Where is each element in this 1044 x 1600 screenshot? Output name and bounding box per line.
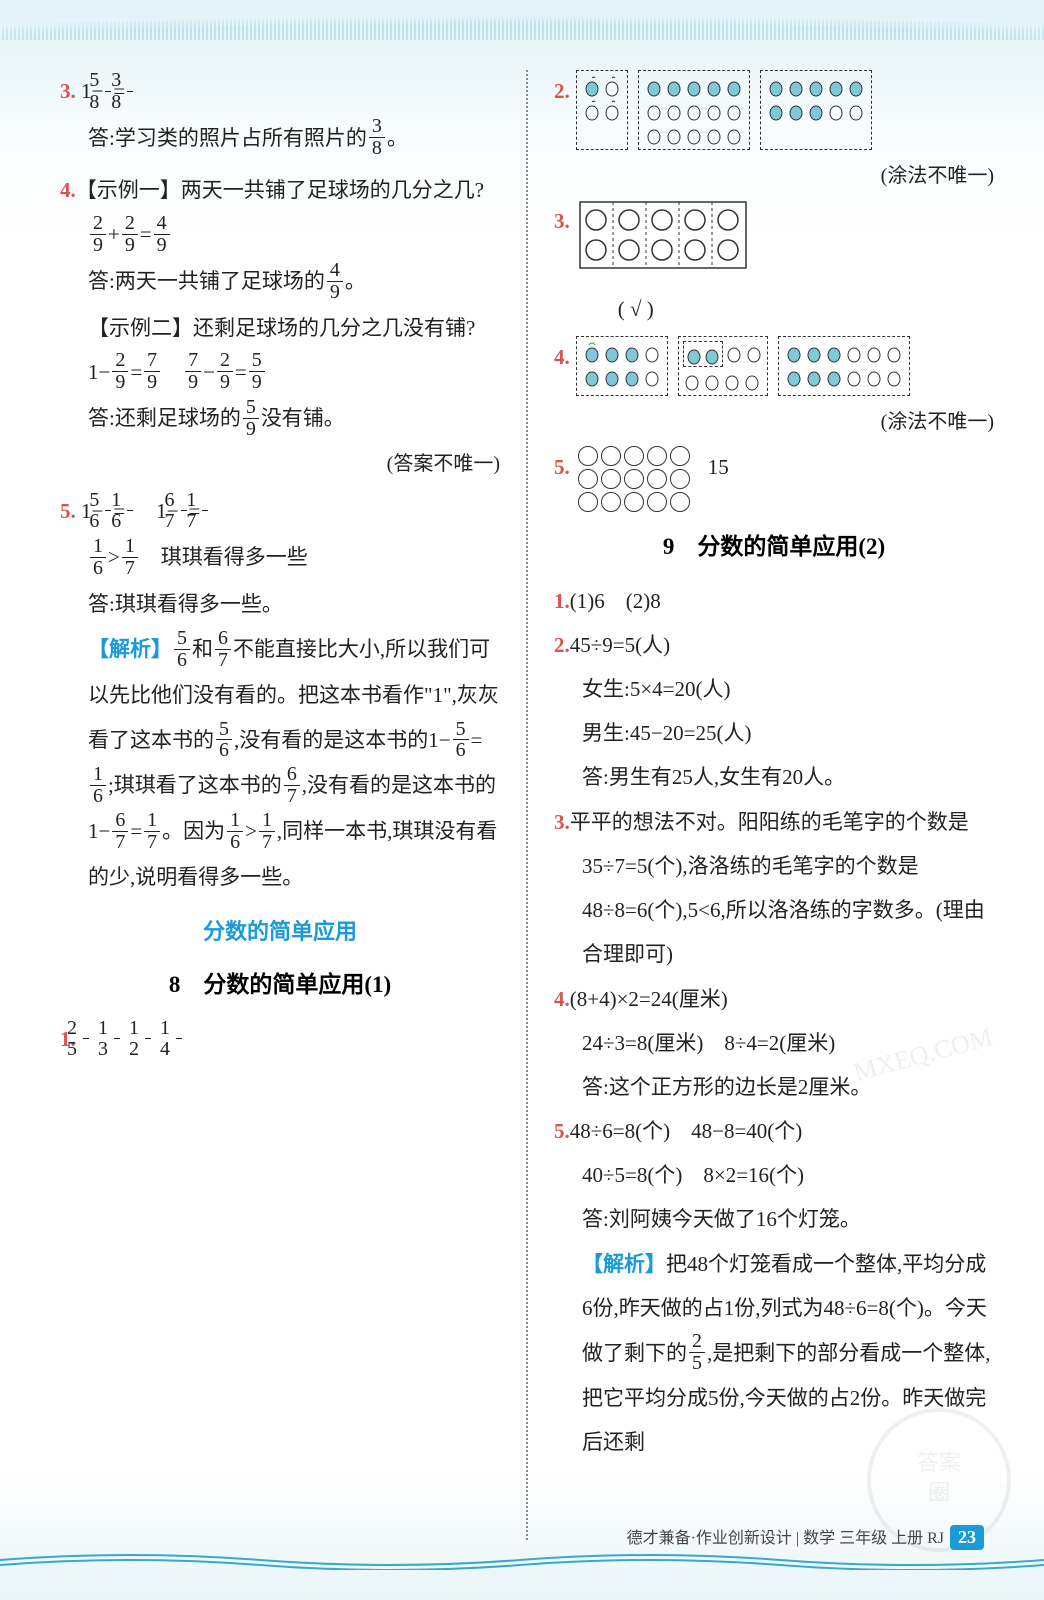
s9-q4-l3: 答:这个正方形的边长是2厘米。 [554, 1066, 994, 1108]
q4-ex2-ans: 答:还剩足球场的59没有铺。 [60, 397, 500, 442]
section-9-title: 9 分数的简单应用(2) [554, 524, 994, 570]
circle-15 [578, 446, 690, 512]
r-q3-number: 3. [554, 200, 570, 242]
s9-q2-l2: 女生:5×4=20(人) [554, 668, 994, 710]
s9-q5-l2: 40÷5=8(个) 8×2=16(个) [554, 1154, 994, 1196]
q3-equation: 3. 1−58=38 [60, 70, 500, 115]
s9-q3: 3.平平的想法不对。阳阳练的毛笔字的个数是 35÷7=5(个),洛洛练的毛笔字的… [554, 800, 994, 976]
footer-text: 德才兼备·作业创新设计 | 数学 三年级 上册 RJ [627, 1524, 944, 1548]
s9-q5-number: 5. [554, 1119, 570, 1143]
circle-figure: ( √ ) [578, 200, 748, 330]
s9-q3-number: 3. [554, 810, 570, 834]
pear-group-1 [576, 70, 628, 150]
column-divider [526, 70, 528, 1540]
r-q5-number: 5. [554, 446, 570, 488]
pear-group-3 [760, 70, 872, 150]
q3-answer: 答:学习类的照片占所有照片的38。 [60, 117, 500, 162]
s9-q2-l1: 2.45÷9=5(人) [554, 624, 994, 666]
q5-ans: 答:琪琪看得多一些。 [60, 583, 500, 625]
s9-q2-number: 2. [554, 633, 570, 657]
r-q3-check: ( √ ) [578, 288, 748, 330]
page-footer: 德才兼备·作业创新设计 | 数学 三年级 上册 RJ 23 [627, 1524, 984, 1550]
pear-groups [576, 70, 872, 150]
ex2-label: 【示例二】 [88, 316, 193, 340]
pear-group-2 [638, 70, 750, 150]
s9-q1: 1.(1)6 (2)8 [554, 580, 994, 622]
s9-q5-line1: 48÷6=8(个) 48−8=40(个) [570, 1119, 803, 1143]
q5-eq: 5. 1−56=16 1−67=17 [60, 490, 500, 535]
r-q2-note: (涂法不唯一) [554, 156, 994, 196]
left-column: 3. 1−58=38 答:学习类的照片占所有照片的38。 4.【示例一】两天一共… [60, 70, 522, 1540]
q5-jiexi: 【解析】56和67不能直接比大小,所以我们可以先比他们没有看的。把这本书看作"1… [60, 627, 500, 900]
r-q4-note: (涂法不唯一) [554, 402, 994, 442]
s9-q5-jiexi: 【解析】把48个灯笼看成一个整体,平均分成6份,昨天做的占1份,列式为48÷6=… [554, 1242, 994, 1464]
q4-ex1-ans: 答:两天一共铺了足球场的49。 [60, 260, 500, 305]
egg-group-2 [678, 336, 768, 396]
page-content: 3. 1−58=38 答:学习类的照片占所有照片的38。 4.【示例一】两天一共… [0, 0, 1044, 1600]
page-number: 23 [950, 1525, 984, 1550]
s9-q1-number: 1. [554, 589, 570, 613]
q4-ex2: 【示例二】还剩足球场的几分之几没有铺? [60, 307, 500, 349]
q5-number: 5. [60, 499, 76, 523]
s9-q4-number: 4. [554, 987, 570, 1011]
decorative-wave-top [0, 10, 1044, 40]
s9-q3-text: 平平的想法不对。阳阳练的毛笔字的个数是 35÷7=5(个),洛洛练的毛笔字的个数… [570, 810, 985, 966]
r-q2-number: 2. [554, 70, 570, 112]
s9-q2-line1: 45÷9=5(人) [570, 633, 670, 657]
r-q2: 2. [554, 70, 994, 154]
q5-cmp: 16>17 琪琪看得多一些 [60, 536, 500, 581]
s9-q2-l3: 男生:45−20=25(人) [554, 712, 994, 754]
q4-note: (答案不唯一) [60, 444, 500, 484]
eggplant-groups [576, 336, 910, 396]
s9-q5-l3: 答:刘阿姨今天做了16个灯笼。 [554, 1198, 994, 1240]
jiexi-label: 【解析】 [88, 637, 172, 661]
jiexi-label-2: 【解析】 [582, 1252, 666, 1276]
q4-ex2-eq: 1−29=79 79−29=59 [60, 351, 500, 396]
q4-ex1-eq: 29+29=49 [60, 213, 500, 258]
q4-ex1: 4.【示例一】两天一共铺了足球场的几分之几? [60, 169, 500, 211]
r-q5: 5. 15 [554, 446, 994, 512]
section-8-title: 8 分数的简单应用(1) [60, 962, 500, 1008]
ex1-label: 【示例一】 [76, 178, 181, 202]
s9-q4-l2: 24÷3=8(厘米) 8÷4=2(厘米) [554, 1022, 994, 1064]
egg-group-3 [778, 336, 910, 396]
r-q4-number: 4. [554, 336, 570, 378]
circle-grid-svg [578, 200, 748, 270]
right-column: 2. [532, 70, 994, 1540]
decorative-wave-bottom [0, 1550, 1044, 1570]
q3-number: 3. [60, 79, 76, 103]
s9-q1-text: (1)6 (2)8 [570, 589, 661, 613]
s8-q1: 1. 25 13 12 14 [60, 1018, 500, 1063]
s9-q2-l4: 答:男生有25人,女生有20人。 [554, 756, 994, 798]
r-q4: 4. [554, 336, 994, 400]
egg-group-1 [576, 336, 668, 396]
r-q3: 3. ( √ ) [554, 200, 994, 330]
s9-q4-l1: 4.(8+4)×2=24(厘米) [554, 978, 994, 1020]
s9-q5-l1: 5.48÷6=8(个) 48−8=40(个) [554, 1110, 994, 1152]
r-q5-val: 15 [708, 446, 729, 488]
q4-number: 4. [60, 178, 76, 202]
s9-q4-line1: (8+4)×2=24(厘米) [570, 987, 728, 1011]
subtitle-blue: 分数的简单应用 [60, 910, 500, 954]
